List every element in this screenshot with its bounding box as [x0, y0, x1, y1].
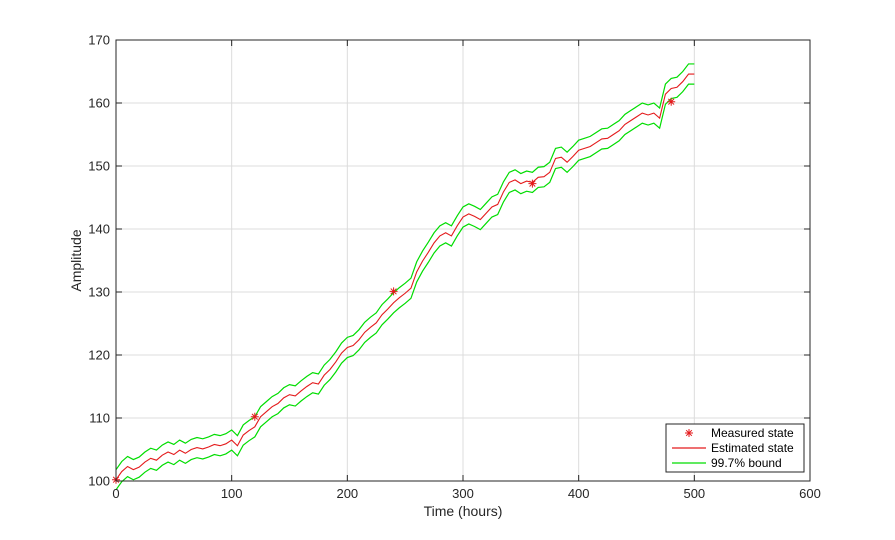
legend-marker-measured: [685, 429, 693, 437]
y-axis-label: Amplitude: [68, 229, 84, 291]
x-tick-label: 100: [221, 486, 243, 501]
measured-state-point: [250, 412, 259, 421]
legend-label: Measured state: [711, 426, 794, 440]
x-tick-label: 500: [683, 486, 705, 501]
y-tick-label: 120: [88, 348, 110, 363]
measured-state-point: [528, 179, 537, 188]
axis-ticks: 0 100 200 300 400 500 600100110120130140150160…: [88, 33, 821, 502]
upper-bound-line: [115, 63, 695, 471]
x-tick-label: 0: [112, 486, 119, 501]
x-tick-label: 300: [452, 486, 474, 501]
y-tick-label: 100: [88, 474, 110, 489]
grid-lines: [115, 39, 811, 482]
measured-state-point: [667, 97, 676, 106]
y-tick-label: 130: [88, 285, 110, 300]
y-tick-label: 170: [88, 33, 110, 48]
x-tick-label: 600: [799, 486, 821, 501]
legend-label: 99.7% bound: [711, 456, 782, 470]
lower-bound-line: [115, 83, 695, 491]
estimated-state-line: [115, 73, 695, 481]
y-tick-label: 140: [88, 222, 110, 237]
measured-state-point: [389, 287, 398, 296]
x-tick-label: 400: [568, 486, 590, 501]
x-axis-label: Time (hours): [424, 503, 503, 519]
plot-series: [112, 63, 695, 491]
y-tick-label: 160: [88, 96, 110, 111]
x-tick-label: 200: [336, 486, 358, 501]
y-tick-label: 110: [89, 411, 110, 426]
legend-label: Estimated state: [711, 441, 794, 455]
y-tick-label: 150: [88, 159, 110, 174]
